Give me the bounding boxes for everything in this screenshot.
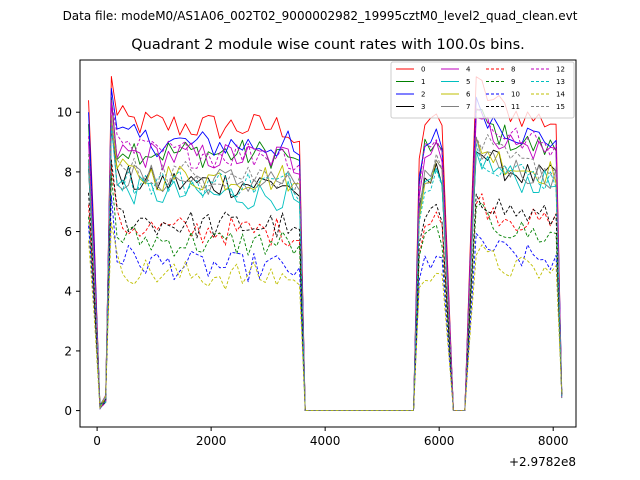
legend-label: 12	[556, 66, 565, 74]
series-layer	[88, 75, 563, 412]
series-line-8	[88, 165, 563, 412]
x-tick-label: 8000	[538, 434, 569, 448]
x-tick-label: 6000	[424, 434, 455, 448]
x-tick-label: 4000	[310, 434, 341, 448]
series-line-13	[88, 126, 563, 412]
legend-label: 15	[556, 103, 565, 111]
legend-label: 11	[511, 103, 520, 111]
y-tick-label: 0	[64, 404, 72, 418]
legend-label: 13	[556, 78, 565, 86]
legend-label: 1	[421, 78, 425, 86]
y-tick-label: 10	[57, 106, 72, 120]
legend-label: 5	[466, 78, 470, 86]
suptitle: Data file: modeM0/AS1A06_002T02_90000029…	[63, 9, 578, 23]
series-line-12	[88, 99, 563, 412]
y-axis: 0 2 4 6 8 10	[57, 106, 80, 418]
chart-title: Quadrant 2 module wise count rates with …	[131, 37, 525, 53]
plot-area	[79, 59, 577, 428]
x-axis: 0 2000 4000 6000 8000	[93, 427, 568, 448]
legend-label: 7	[466, 103, 470, 111]
x-tick-label: 2000	[196, 434, 227, 448]
axes-frame	[79, 59, 577, 428]
y-tick-label: 6	[64, 225, 72, 239]
legend-box	[390, 61, 575, 119]
y-tick-label: 4	[64, 285, 72, 299]
x-tick-label: 0	[93, 434, 101, 448]
legend-label: 10	[511, 91, 520, 99]
legend-label: 8	[511, 66, 515, 74]
y-tick-label: 8	[64, 165, 72, 179]
legend-label: 2	[421, 91, 425, 99]
legend-label: 6	[466, 91, 471, 99]
legend-label: 0	[421, 66, 425, 74]
x-offset-label: +2.9782e8	[509, 455, 576, 469]
series-line-9	[88, 174, 563, 412]
axes-background	[80, 60, 576, 427]
legend-label: 4	[466, 66, 471, 74]
legend-label: 14	[556, 91, 565, 99]
series-line-15	[88, 117, 563, 412]
series-line-14	[88, 222, 563, 412]
y-tick-label: 2	[64, 344, 72, 358]
legend-label: 9	[511, 78, 515, 86]
legend-label: 3	[421, 103, 425, 111]
